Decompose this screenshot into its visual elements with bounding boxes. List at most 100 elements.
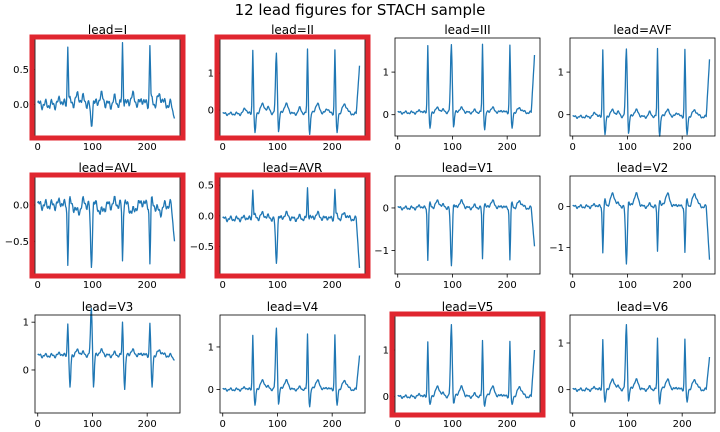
x-tick-label: 200 <box>323 142 342 153</box>
x-tick-label: 0 <box>35 280 41 291</box>
ecg-trace <box>37 42 176 127</box>
y-tick-label: 1 <box>383 68 389 79</box>
axes-frame <box>394 37 541 137</box>
ecg-trace <box>222 187 361 268</box>
y-tick-label: 0 <box>23 365 29 376</box>
y-tick-label: 0 <box>558 385 564 396</box>
axes-frame <box>569 314 716 414</box>
axes-frame <box>219 314 366 414</box>
x-tick-label: 0 <box>35 142 41 153</box>
lead-panel: lead=I 0 100 200 0.0 0.5 <box>13 23 186 153</box>
ecg-trace <box>572 192 711 265</box>
y-tick-label: −0.5 <box>190 242 214 253</box>
x-tick-label: 200 <box>498 280 517 291</box>
y-tick-label: 1 <box>383 346 389 357</box>
lead-panel: lead=V6 0 100 200 1 0 <box>558 300 716 430</box>
x-tick-label: 0 <box>35 419 41 430</box>
y-tick-label: 0.0 <box>198 211 214 222</box>
lead-panel: lead=AVF 0 100 200 0 1 <box>558 23 716 153</box>
ecg-trace <box>397 199 536 267</box>
x-tick-label: 200 <box>138 419 157 430</box>
y-tick-label: 1 <box>23 318 29 329</box>
lead-panel: lead=V2 0 100 200 0 −1 <box>549 161 716 291</box>
panel-title: lead=AVL <box>78 161 136 175</box>
panel-title: lead=V4 <box>267 300 319 314</box>
x-tick-label: 100 <box>83 280 102 291</box>
x-tick-label: 100 <box>618 419 637 430</box>
x-tick-label: 100 <box>618 142 637 153</box>
axes-frame <box>34 314 181 414</box>
x-tick-label: 200 <box>323 419 342 430</box>
y-tick-label: 1 <box>208 69 214 80</box>
panel-title: lead=V1 <box>442 161 494 175</box>
x-tick-label: 200 <box>673 419 692 430</box>
y-tick-label: −1 <box>549 243 564 254</box>
lead-panel: lead=V1 0 100 200 0 −1 <box>374 161 541 291</box>
x-tick-label: 0 <box>395 419 401 430</box>
x-tick-label: 100 <box>268 419 287 430</box>
y-tick-label: −0.5 <box>5 237 29 248</box>
x-tick-label: 0 <box>220 419 226 430</box>
figure-title: 12 lead figures for STACH sample <box>234 1 486 19</box>
x-tick-label: 200 <box>673 142 692 153</box>
ecg-trace <box>222 48 361 136</box>
panel-title: lead=AVR <box>263 161 323 175</box>
x-tick-label: 0 <box>395 280 401 291</box>
axes-frame <box>34 37 181 137</box>
y-tick-label: 1 <box>208 342 214 353</box>
y-tick-label: 0.0 <box>13 201 29 212</box>
lead-panel: lead=V4 0 100 200 1 0 <box>208 300 366 430</box>
y-tick-label: 1 <box>558 68 564 79</box>
y-tick-label: 0 <box>558 110 564 121</box>
y-tick-label: 1 <box>558 339 564 350</box>
ecg-trace <box>37 307 175 391</box>
panel-title: lead=II <box>271 23 314 37</box>
lead-panel: lead=II 0 100 200 0 1 <box>208 23 371 153</box>
x-tick-label: 100 <box>443 280 462 291</box>
x-tick-label: 100 <box>618 280 637 291</box>
y-tick-label: 0 <box>383 110 389 121</box>
x-tick-label: 200 <box>498 419 517 430</box>
lead-panel: lead=V5 0 100 200 1 0 <box>383 300 546 430</box>
ecg-trace <box>397 43 536 131</box>
panel-title: lead=AVF <box>613 23 671 37</box>
y-tick-label: 0 <box>383 392 389 403</box>
ecg-trace <box>397 323 536 407</box>
lead-panel: lead=V3 0 100 200 1 0 <box>23 300 181 430</box>
axes-frame <box>394 314 541 414</box>
x-tick-label: 200 <box>673 280 692 291</box>
highlight-box <box>389 311 546 418</box>
ecg-trace <box>222 327 361 408</box>
y-tick-label: 0 <box>208 385 214 396</box>
y-tick-label: 0.5 <box>13 65 29 76</box>
panel-title: lead=V5 <box>442 300 494 314</box>
highlight-box <box>214 172 371 279</box>
x-tick-label: 0 <box>395 142 401 153</box>
x-tick-label: 100 <box>268 142 287 153</box>
axes-frame <box>569 175 716 275</box>
x-tick-label: 200 <box>138 142 157 153</box>
ecg-trace <box>572 324 711 405</box>
x-tick-label: 100 <box>268 280 287 291</box>
x-tick-label: 0 <box>570 280 576 291</box>
highlight-box <box>214 34 371 141</box>
lead-panel: lead=AVL 0 100 200 0.0 −0.5 <box>5 161 186 291</box>
panel-title: lead=V2 <box>617 161 669 175</box>
lead-panel: lead=III 0 100 200 0 1 <box>383 23 541 153</box>
y-tick-label: 0 <box>208 106 214 117</box>
axes-frame <box>569 37 716 137</box>
ecg-trace <box>37 195 176 269</box>
panel-title: lead=V3 <box>82 300 134 314</box>
highlight-box <box>29 172 186 279</box>
panel-title: lead=V6 <box>617 300 669 314</box>
x-tick-label: 0 <box>220 280 226 291</box>
x-tick-label: 0 <box>570 142 576 153</box>
y-tick-label: 0 <box>383 203 389 214</box>
x-tick-label: 200 <box>498 142 517 153</box>
lead-panel: lead=AVR 0 100 200 0.5 0.0 −0.5 <box>190 161 371 291</box>
x-tick-label: 0 <box>570 419 576 430</box>
axes-frame <box>34 175 181 275</box>
x-tick-label: 100 <box>443 419 462 430</box>
x-tick-label: 100 <box>443 142 462 153</box>
x-tick-label: 200 <box>138 280 157 291</box>
